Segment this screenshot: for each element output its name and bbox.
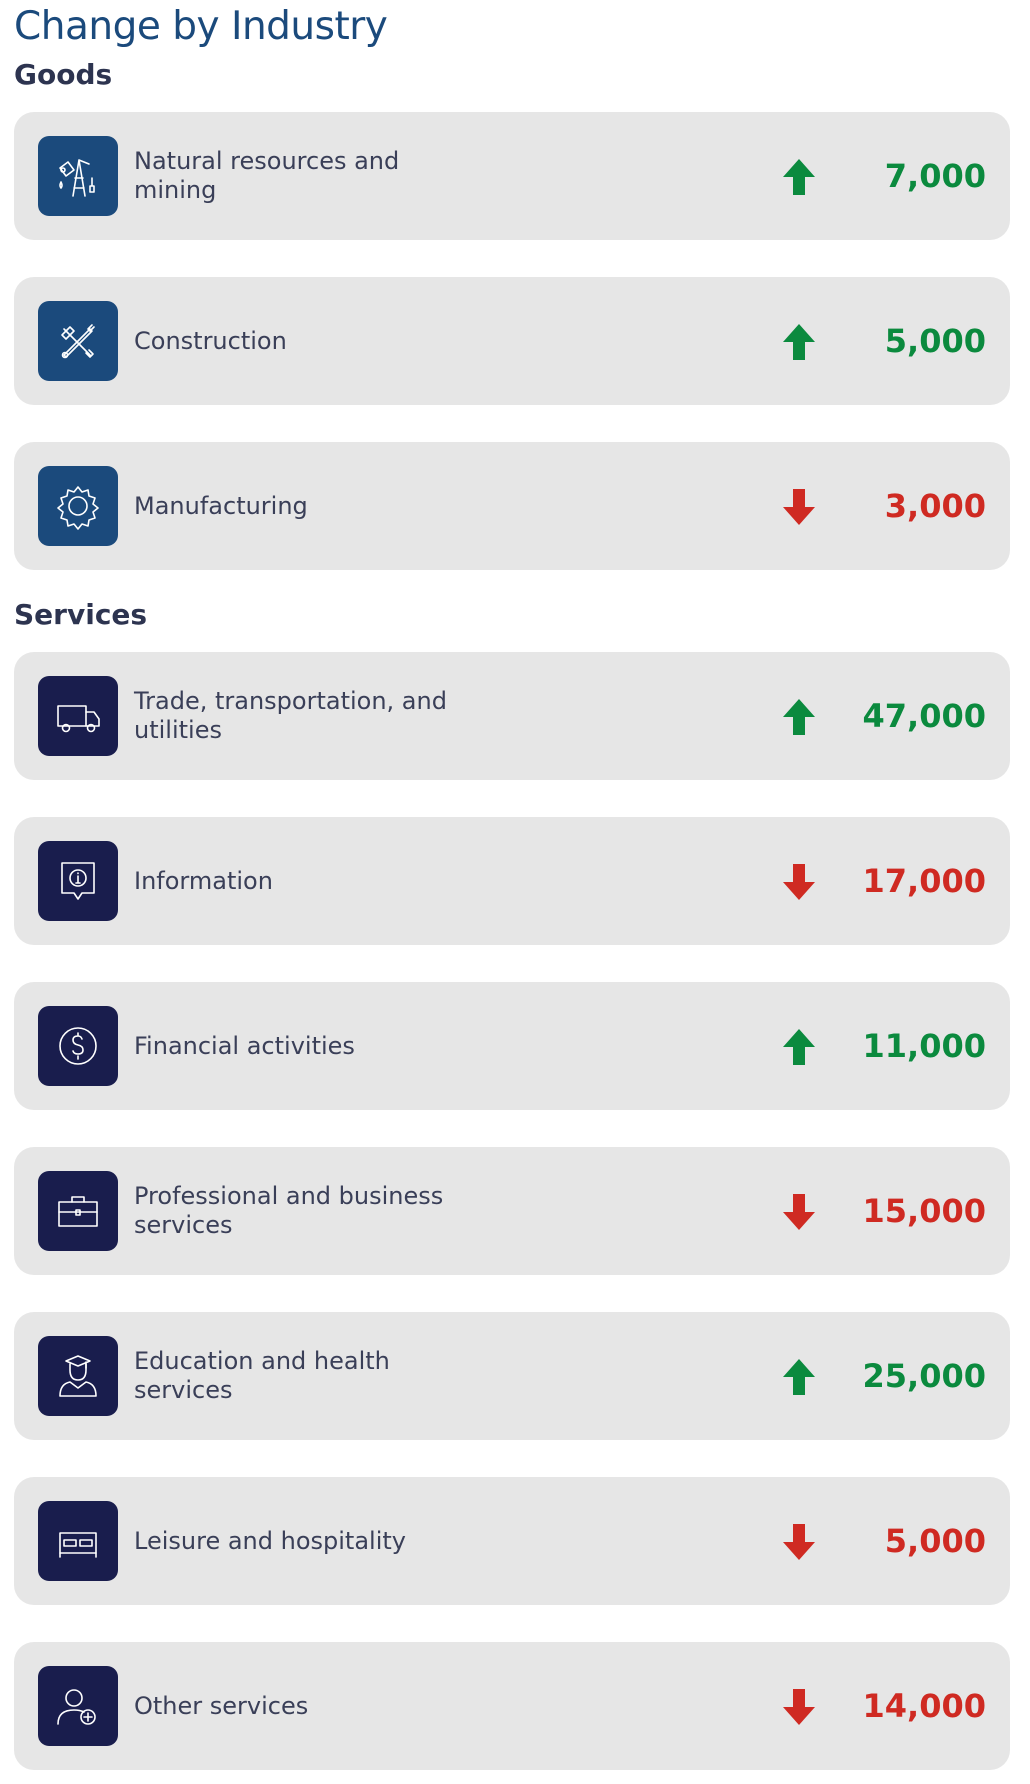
section-title-services: Services bbox=[14, 598, 148, 631]
dollar-coin-icon bbox=[38, 1006, 118, 1086]
change-value: 17,000 bbox=[862, 862, 986, 900]
arrow-up-icon bbox=[783, 159, 815, 195]
truck-icon bbox=[38, 676, 118, 756]
page-title: Change by Industry bbox=[14, 4, 388, 49]
change-value: 11,000 bbox=[862, 1027, 986, 1065]
arrow-up-icon bbox=[783, 699, 815, 735]
industry-row: Leisure and hospitality 5,000 bbox=[14, 1477, 1010, 1605]
arrow-down-icon bbox=[783, 1524, 815, 1560]
industry-label: Natural resources and mining bbox=[134, 147, 400, 204]
industry-label: Education and health services bbox=[134, 1347, 390, 1404]
arrow-down-icon bbox=[783, 489, 815, 525]
industry-row: Trade, transportation, and utilities 47,0… bbox=[14, 652, 1010, 780]
section-title-goods: Goods bbox=[14, 58, 113, 91]
briefcase-icon bbox=[38, 1171, 118, 1251]
industry-label: Information bbox=[134, 866, 273, 895]
bed-icon bbox=[38, 1501, 118, 1581]
industry-label: Professional and business services bbox=[134, 1182, 444, 1239]
arrow-up-icon bbox=[783, 324, 815, 360]
change-value: 47,000 bbox=[862, 697, 986, 735]
change-value: 5,000 bbox=[884, 322, 986, 360]
info-bubble-icon bbox=[38, 841, 118, 921]
industry-label: Other services bbox=[134, 1691, 309, 1720]
industry-label: Leisure and hospitality bbox=[134, 1526, 406, 1555]
industry-row: Manufacturing 3,000 bbox=[14, 442, 1010, 570]
graduate-icon bbox=[38, 1336, 118, 1416]
industry-row: Construction 5,000 bbox=[14, 277, 1010, 405]
change-value: 14,000 bbox=[862, 1687, 986, 1725]
industry-row: Other services 14,000 bbox=[14, 1642, 1010, 1770]
change-value: 15,000 bbox=[862, 1192, 986, 1230]
arrow-up-icon bbox=[783, 1359, 815, 1395]
hammer-wrench-icon bbox=[38, 301, 118, 381]
industry-row: Education and health services 25,000 bbox=[14, 1312, 1010, 1440]
arrow-up-icon bbox=[783, 1029, 815, 1065]
industry-row: Financial activities 11,000 bbox=[14, 982, 1010, 1110]
oil-pump-icon bbox=[38, 136, 118, 216]
industry-label: Financial activities bbox=[134, 1031, 355, 1060]
industry-row: Natural resources and mining 7,000 bbox=[14, 112, 1010, 240]
industry-row: Professional and business services 15,000 bbox=[14, 1147, 1010, 1275]
gear-icon bbox=[38, 466, 118, 546]
industry-label: Manufacturing bbox=[134, 491, 308, 520]
arrow-down-icon bbox=[783, 1194, 815, 1230]
industry-label: Construction bbox=[134, 326, 287, 355]
arrow-down-icon bbox=[783, 1689, 815, 1725]
industry-label: Trade, transportation, and utilities bbox=[134, 687, 447, 744]
arrow-down-icon bbox=[783, 864, 815, 900]
person-plus-icon bbox=[38, 1666, 118, 1746]
change-value: 25,000 bbox=[862, 1357, 986, 1395]
change-value: 5,000 bbox=[884, 1522, 986, 1560]
change-value: 7,000 bbox=[884, 157, 986, 195]
industry-row: Information 17,000 bbox=[14, 817, 1010, 945]
change-value: 3,000 bbox=[884, 487, 986, 525]
